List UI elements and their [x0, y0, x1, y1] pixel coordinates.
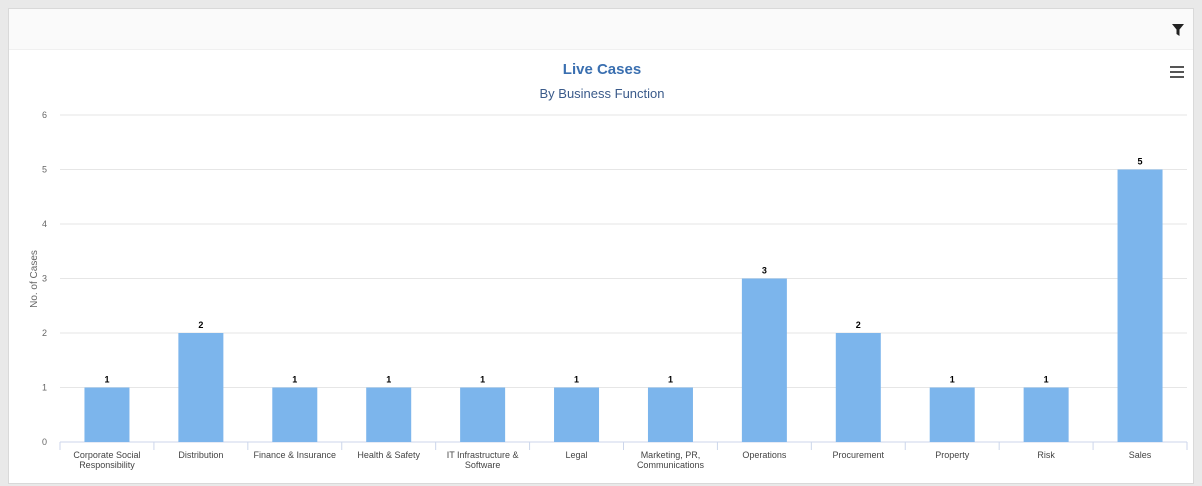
bar[interactable]	[741, 278, 787, 443]
bar[interactable]	[554, 387, 600, 443]
x-tick-label: Marketing, PR,	[641, 450, 701, 460]
chart-panel: Live Cases By Business Function No. of C…	[8, 8, 1194, 484]
x-tick-label: Legal	[566, 450, 588, 460]
data-label: 2	[198, 320, 203, 330]
y-tick-label: 4	[42, 219, 47, 229]
x-tick-label: Risk	[1037, 450, 1055, 460]
x-tick-label: Procurement	[833, 450, 885, 460]
x-tick-label: Health & Safety	[357, 450, 420, 460]
y-tick-label: 1	[42, 383, 47, 393]
x-tick-label: IT Infrastructure &	[447, 450, 519, 460]
bar-chart: Live Cases By Business Function No. of C…	[29, 61, 1188, 470]
bar[interactable]	[1023, 387, 1069, 443]
panel-toolbar	[9, 9, 1193, 50]
x-tick-label: Operations	[742, 450, 787, 460]
x-tick-label: Responsibility	[79, 460, 135, 470]
data-label: 1	[386, 375, 391, 385]
y-tick-label: 3	[42, 274, 47, 284]
data-label: 1	[668, 375, 673, 385]
bars: 1 2 1 1 1 1 1 3 2 1 1 5	[84, 157, 1163, 443]
x-tick-label: Property	[935, 450, 970, 460]
x-tick-label: Finance & Insurance	[254, 450, 337, 460]
y-tick-label: 5	[42, 165, 47, 175]
bar[interactable]	[460, 387, 506, 443]
bar[interactable]	[178, 333, 224, 442]
x-tick-label: Sales	[1129, 450, 1152, 460]
data-label: 1	[480, 375, 485, 385]
bar[interactable]	[366, 387, 412, 443]
bar[interactable]	[929, 387, 975, 443]
data-label: 5	[1138, 157, 1143, 167]
bar[interactable]	[835, 333, 881, 442]
data-label: 1	[104, 375, 109, 385]
data-label: 2	[856, 320, 861, 330]
data-label: 3	[762, 266, 767, 276]
bar[interactable]	[647, 387, 693, 443]
data-label: 1	[1044, 375, 1049, 385]
x-tick-label: Software	[465, 460, 501, 470]
hamburger-menu-icon[interactable]	[1169, 65, 1185, 79]
y-axis-label: No. of Cases	[29, 250, 40, 308]
chart-title: Live Cases	[563, 61, 641, 78]
x-tick-label: Corporate Social	[73, 450, 140, 460]
filter-icon[interactable]	[1171, 23, 1185, 37]
chart-subtitle: By Business Function	[539, 86, 664, 101]
bar[interactable]	[1117, 169, 1163, 443]
x-tick-label: Communications	[637, 460, 705, 470]
bar[interactable]	[272, 387, 318, 443]
y-tick-label: 2	[42, 328, 47, 338]
data-label: 1	[950, 375, 955, 385]
bar[interactable]	[84, 387, 130, 443]
y-tick-label: 6	[42, 110, 47, 120]
y-tick-label: 0	[42, 437, 47, 447]
data-label: 1	[574, 375, 579, 385]
data-label: 1	[292, 375, 297, 385]
x-tick-label: Distribution	[178, 450, 223, 460]
